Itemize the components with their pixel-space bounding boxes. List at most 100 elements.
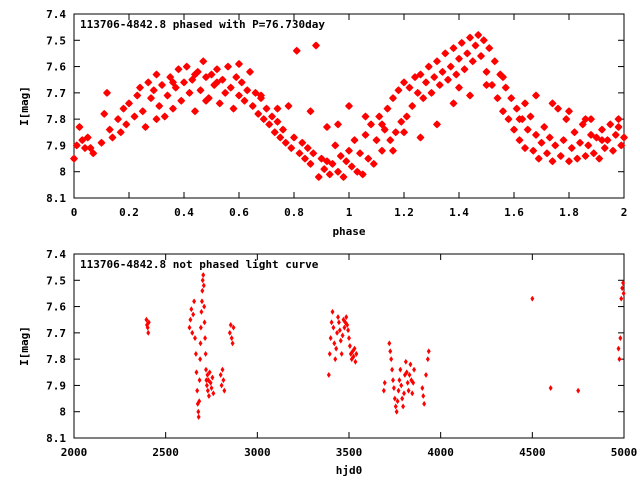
data-point [262,104,271,113]
data-point [197,377,202,384]
data-point [408,101,417,111]
data-point [559,136,568,145]
data-point [353,358,358,365]
data-point [201,96,211,105]
data-point [534,154,543,163]
data-point [584,141,593,150]
data-point [399,382,404,389]
data-point [146,319,151,326]
data-point [341,316,346,323]
data-point [389,356,394,363]
data-point [562,115,571,124]
data-point [392,395,397,402]
data-point [256,91,266,100]
data-point [564,107,574,116]
x-tick-label: 4000 [427,446,454,459]
data-point [347,162,356,171]
data-point [198,356,203,363]
data-point [203,350,208,357]
data-point [441,49,450,58]
data-point [465,91,475,100]
x-tick-label: 0.2 [119,206,139,219]
data-point [509,125,519,134]
data-point [108,133,117,142]
data-point [119,104,128,113]
data-point [407,371,412,378]
data-point [157,80,167,89]
data-point [377,120,387,129]
data-point [416,133,425,142]
data-point [328,335,333,342]
data-point [548,99,557,108]
data-point [390,366,395,373]
data-point [388,348,393,355]
data-point [188,75,197,84]
data-point [395,398,400,405]
data-point [398,366,403,373]
data-point [350,348,355,355]
data-point [166,73,175,82]
data-point [619,133,629,142]
data-point [540,123,549,132]
data-point [353,167,362,176]
data-point [498,107,508,116]
y-axis-label: I[mag] [18,86,31,126]
data-point [75,123,84,132]
data-point [194,369,199,376]
x-tick-label: 1.8 [559,206,579,219]
data-point [567,144,576,153]
data-point [342,157,351,166]
data-point [284,101,293,111]
data-point [551,141,560,150]
data-point [479,36,488,45]
data-point [328,159,337,168]
data-point [515,136,524,145]
data-point [226,83,235,92]
data-point [614,123,623,132]
data-point [366,120,376,129]
data-point [78,136,87,145]
data-point [420,385,425,391]
data-point [163,91,172,100]
data-point [600,144,609,153]
data-point [251,88,260,97]
data-point [391,377,395,384]
data-point [215,99,224,108]
data-point [146,94,156,103]
data-point [141,123,150,132]
data-point [387,340,392,347]
data-point [443,75,453,84]
data-point [401,403,406,410]
data-point [309,149,318,158]
data-point [237,78,246,87]
x-tick-label: 3500 [336,446,363,459]
y-tick-label: 7.6 [46,301,66,314]
data-point [493,94,502,103]
data-point [404,369,409,376]
data-point [122,120,131,129]
data-point [190,329,195,336]
data-point [171,83,180,92]
data-point [350,136,359,145]
data-point [130,112,139,121]
data-point [620,285,625,292]
data-point [198,340,203,347]
data-point [618,335,623,342]
data-point [468,57,477,66]
data-point [86,144,95,153]
data-point [322,123,332,132]
data-point [424,371,428,378]
data-point [332,340,337,347]
data-point [424,62,433,71]
data-point [144,316,149,323]
data-point [339,172,348,181]
data-point [102,88,112,97]
data-point [200,287,205,294]
data-point [616,345,621,352]
data-point [507,94,516,103]
data-point [325,170,334,179]
x-tick-label: 5000 [611,446,638,459]
data-point [212,65,222,74]
